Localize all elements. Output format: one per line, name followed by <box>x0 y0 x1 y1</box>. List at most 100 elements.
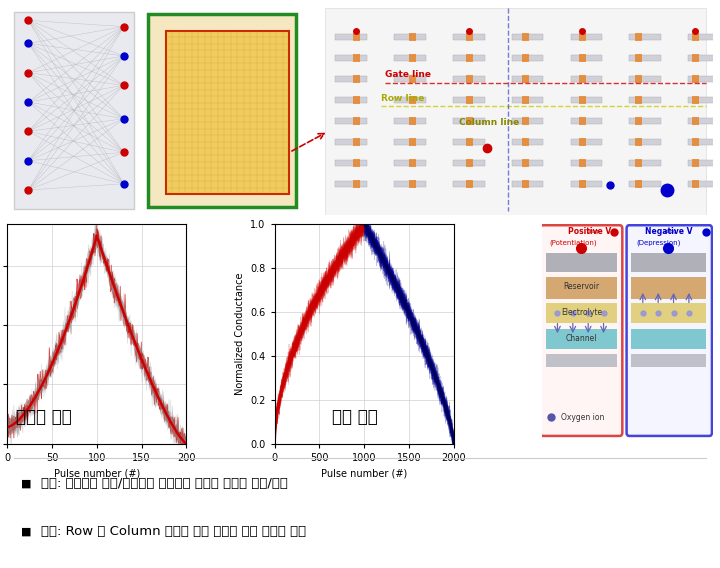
Bar <box>635 33 642 41</box>
Bar <box>692 116 698 125</box>
Bar <box>394 118 426 124</box>
Bar <box>629 34 661 40</box>
Bar <box>579 33 586 41</box>
Bar <box>453 181 485 187</box>
Bar <box>631 277 706 299</box>
Bar <box>466 158 473 167</box>
Bar <box>522 137 529 146</box>
Bar <box>570 76 602 82</box>
Bar <box>688 118 720 124</box>
Text: Channel: Channel <box>566 334 597 343</box>
Bar <box>579 96 586 104</box>
Bar <box>688 55 720 61</box>
Bar <box>522 54 529 62</box>
Text: Oxygen ion: Oxygen ion <box>561 413 604 422</box>
Bar <box>394 55 426 61</box>
Bar <box>522 33 529 41</box>
Bar <box>522 179 529 188</box>
Bar <box>692 158 698 167</box>
Bar <box>353 179 360 188</box>
Bar <box>353 33 360 41</box>
Bar <box>522 75 529 83</box>
Text: Negative V: Negative V <box>644 227 692 236</box>
Bar <box>629 118 661 124</box>
Bar <box>631 253 706 273</box>
Y-axis label: Normalized Conductance: Normalized Conductance <box>235 273 245 395</box>
Text: Positive V: Positive V <box>567 227 611 236</box>
Bar <box>410 75 416 83</box>
Bar <box>688 76 720 82</box>
Bar <box>629 160 661 166</box>
FancyBboxPatch shape <box>148 14 297 207</box>
Bar <box>353 75 360 83</box>
Bar <box>353 96 360 104</box>
Bar <box>688 34 720 40</box>
Bar <box>631 354 706 367</box>
Bar <box>631 329 706 349</box>
FancyBboxPatch shape <box>626 225 712 436</box>
Bar <box>336 160 367 166</box>
Bar <box>353 54 360 62</box>
Bar <box>394 76 426 82</box>
Bar <box>512 181 544 187</box>
Bar <box>688 97 720 103</box>
Bar <box>453 34 485 40</box>
Bar <box>546 277 617 299</box>
Bar <box>394 34 426 40</box>
Bar <box>629 97 661 103</box>
Bar <box>336 76 367 82</box>
Bar <box>635 96 642 104</box>
X-axis label: Pulse number (#): Pulse number (#) <box>321 468 408 478</box>
Bar <box>512 160 544 166</box>
Bar <box>570 55 602 61</box>
Bar <box>410 33 416 41</box>
Bar <box>692 137 698 146</box>
Text: 읽기: Row 와 Column 라인을 통해 전압을 걸고 전류를 읽음: 읽기: Row 와 Column 라인을 통해 전압을 걸고 전류를 읽음 <box>41 525 306 538</box>
Bar <box>579 158 586 167</box>
Bar <box>410 137 416 146</box>
Bar <box>635 158 642 167</box>
Bar <box>522 158 529 167</box>
FancyBboxPatch shape <box>14 12 134 209</box>
Bar <box>453 118 485 124</box>
Bar <box>466 179 473 188</box>
Bar <box>466 54 473 62</box>
Bar <box>394 97 426 103</box>
Bar <box>635 137 642 146</box>
Bar <box>336 34 367 40</box>
Bar <box>410 158 416 167</box>
Bar <box>579 54 586 62</box>
Bar <box>353 137 360 146</box>
Bar <box>629 181 661 187</box>
Bar <box>570 34 602 40</box>
Bar <box>570 181 602 187</box>
Bar <box>692 179 698 188</box>
Bar <box>692 96 698 104</box>
Bar <box>466 75 473 83</box>
Bar <box>512 76 544 82</box>
Bar <box>635 116 642 125</box>
Bar <box>453 97 485 103</box>
FancyBboxPatch shape <box>325 8 706 215</box>
Bar <box>546 253 617 273</box>
FancyBboxPatch shape <box>541 225 622 436</box>
Bar <box>466 96 473 104</box>
Bar <box>688 160 720 166</box>
Bar <box>512 34 544 40</box>
Bar <box>512 97 544 103</box>
Bar <box>629 55 661 61</box>
Bar <box>453 55 485 61</box>
Bar <box>629 139 661 145</box>
Text: prog: prog <box>587 229 599 234</box>
Text: 갱신: 게이트에 전류/전기장을 인가하여 채널에 이온을 주입/제거: 갱신: 게이트에 전류/전기장을 인가하여 채널에 이온을 주입/제거 <box>41 477 288 490</box>
Bar <box>692 33 698 41</box>
Bar <box>579 137 586 146</box>
Bar <box>410 96 416 104</box>
Bar <box>570 139 602 145</box>
Bar <box>453 76 485 82</box>
Text: 사이클 산포: 사이클 산포 <box>16 408 72 426</box>
Text: Column line: Column line <box>459 119 519 127</box>
Bar <box>570 118 602 124</box>
Text: prog: prog <box>664 229 677 234</box>
Bar <box>546 303 617 323</box>
